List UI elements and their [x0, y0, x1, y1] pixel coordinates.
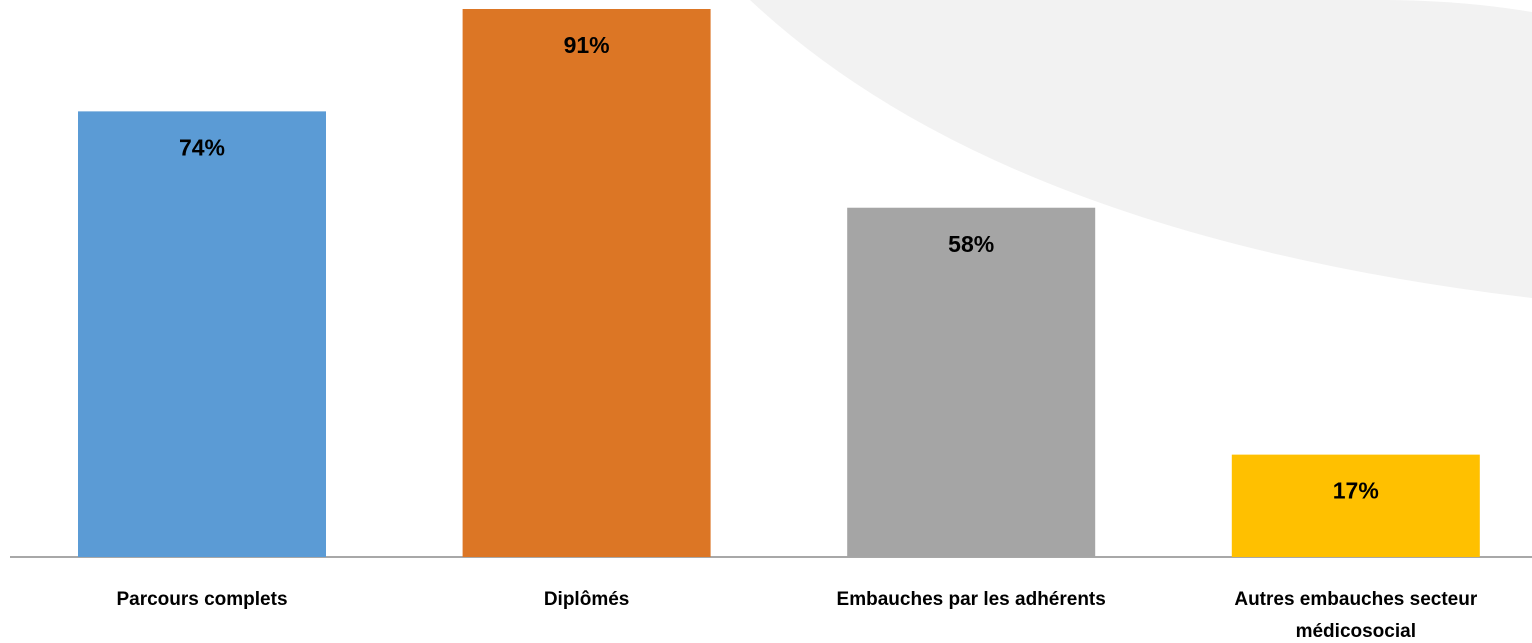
- data-label: 17%: [1333, 478, 1379, 504]
- bar: [462, 9, 711, 557]
- bar: [78, 111, 326, 557]
- bar: [1231, 454, 1480, 557]
- x-tick-label: Parcours complets: [116, 589, 288, 610]
- data-label: 74%: [179, 134, 225, 160]
- background-shape: [750, 0, 1532, 298]
- bar: [847, 207, 1096, 557]
- data-label: 58%: [948, 231, 994, 257]
- x-tick-label: Autres embauches secteur médicosocial: [1234, 589, 1478, 642]
- x-tick-label: Embauches par les adhérents: [836, 589, 1106, 610]
- x-tick-label: Diplômés: [543, 589, 630, 610]
- data-label: 91%: [564, 32, 610, 58]
